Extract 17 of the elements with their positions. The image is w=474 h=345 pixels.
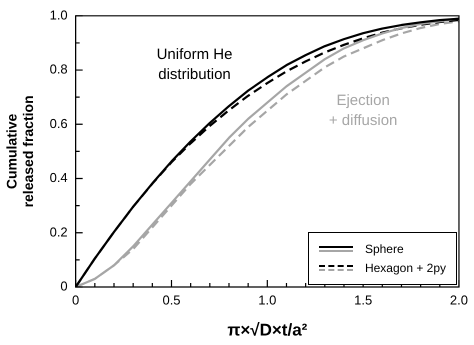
y-tick-label: 0.6 xyxy=(50,116,68,131)
y-axis-title: Cumulative released fraction xyxy=(3,95,36,208)
annotation: Ejection + diffusion xyxy=(328,92,398,129)
x-tick-label: 1.0 xyxy=(258,292,276,308)
y-tick-label: 1.0 xyxy=(50,7,68,22)
x-tick-label: 0 xyxy=(72,292,80,308)
legend-label: Hexagon + 2py xyxy=(364,261,446,275)
y-tick-label: 0.4 xyxy=(50,170,68,186)
x-tick-label: 2.0 xyxy=(450,292,468,308)
x-tick-label: 1.5 xyxy=(354,292,372,308)
legend-label: Sphere xyxy=(364,242,404,256)
y-tick-label: 0.2 xyxy=(50,224,68,240)
x-axis-title: π×√D×t/a² xyxy=(227,320,308,340)
x-tick-label: 0.5 xyxy=(162,292,181,308)
y-tick-label: 0 xyxy=(60,278,68,294)
y-tick-label: 0.8 xyxy=(50,62,68,77)
annotation: Uniform He distribution xyxy=(156,46,232,83)
